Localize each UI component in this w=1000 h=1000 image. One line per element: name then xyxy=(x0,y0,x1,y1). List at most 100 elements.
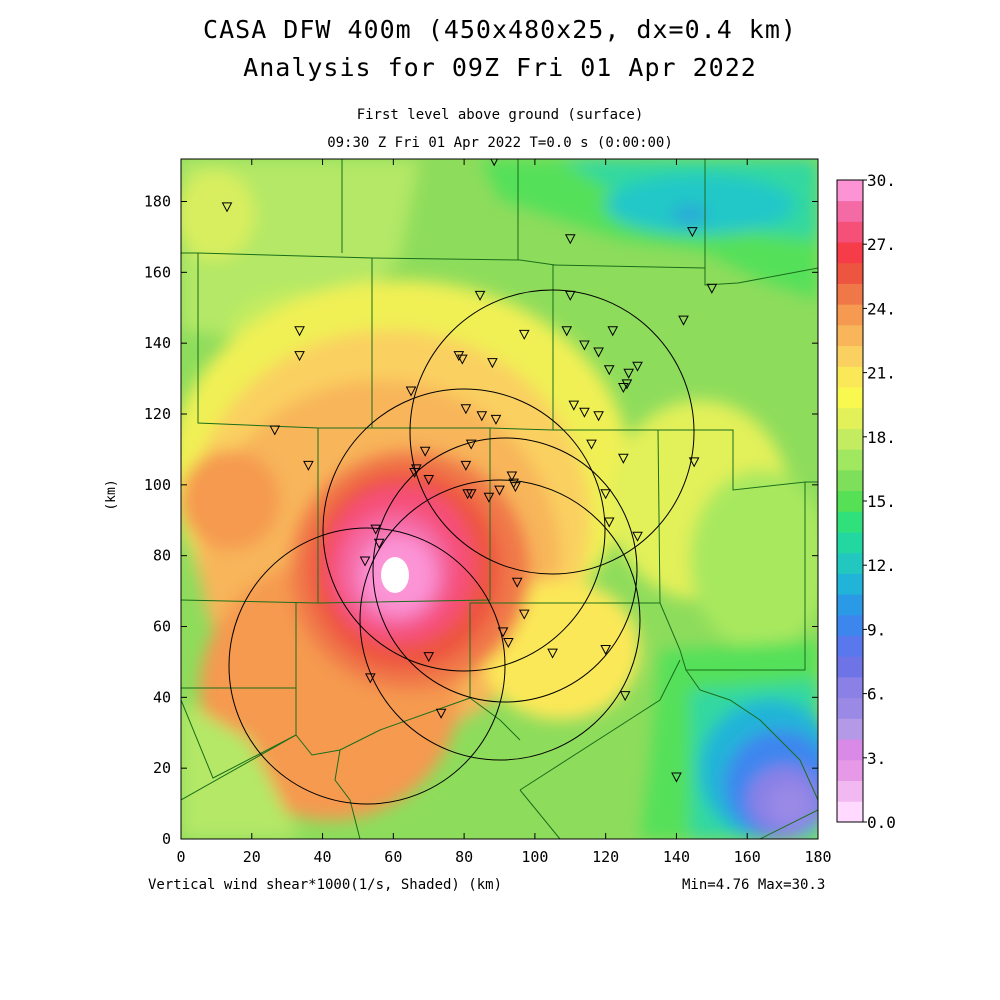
station-marker xyxy=(603,365,615,376)
station-marker xyxy=(453,351,465,362)
x-tick-label: 100 xyxy=(521,848,548,866)
station-marker xyxy=(365,673,376,684)
station-marker xyxy=(359,556,371,567)
colorbar-segment xyxy=(837,759,863,781)
y-tick-label: 100 xyxy=(144,476,171,494)
station-marker xyxy=(518,609,530,620)
y-tick-label: 140 xyxy=(144,334,171,352)
colorbar-segment xyxy=(837,801,863,823)
station-marker xyxy=(419,446,431,457)
colorbar-segment xyxy=(837,614,863,637)
x-tick-label: 160 xyxy=(734,848,761,866)
station-marker xyxy=(600,489,611,500)
station-marker xyxy=(618,382,629,394)
station-marker xyxy=(579,340,590,351)
colorbar-segment xyxy=(837,366,863,388)
y-tick-label: 0 xyxy=(162,830,171,848)
station-marker xyxy=(579,407,590,418)
colorbar-segment xyxy=(837,532,863,554)
x-tick-label: 60 xyxy=(384,848,402,866)
station-marker xyxy=(303,460,314,471)
station-marker xyxy=(632,361,643,372)
colorbar-segment xyxy=(837,656,863,678)
y-tick-label: 20 xyxy=(153,759,171,777)
station-marker xyxy=(490,414,502,425)
colorbar-segment xyxy=(837,718,863,740)
colorbar-label: 3. xyxy=(867,749,886,768)
colorbar-segment xyxy=(837,407,863,429)
colorbar-label: 15. xyxy=(867,492,896,511)
county-boundaries xyxy=(181,159,818,839)
colorbar-segment xyxy=(837,200,863,222)
colorbar-segment xyxy=(837,345,863,367)
colorbar-segment xyxy=(837,324,863,347)
station-marker xyxy=(409,467,420,479)
station-marker xyxy=(518,329,530,340)
station-marker xyxy=(688,457,700,468)
station-marker xyxy=(423,652,435,663)
station-marker xyxy=(603,517,615,528)
y-tick-label: 80 xyxy=(153,547,171,565)
x-tick-label: 180 xyxy=(804,848,831,866)
colorbar-segment xyxy=(837,635,863,657)
station-marker xyxy=(465,439,477,450)
station-marker xyxy=(465,489,477,500)
x-tick-label: 80 xyxy=(455,848,473,866)
station-marker xyxy=(423,475,435,486)
colorbar-segment xyxy=(837,387,863,409)
station-marker xyxy=(618,453,629,464)
station-markers xyxy=(221,159,718,783)
station-marker xyxy=(457,354,468,365)
colorbar-segment xyxy=(837,449,863,471)
station-marker xyxy=(586,439,597,450)
variable-label: Vertical wind shear*1000(1/s, Shaded) (k… xyxy=(148,877,503,893)
radar-range-rings xyxy=(228,289,695,805)
y-tick-label: 160 xyxy=(144,263,171,281)
chart-title-line2: Analysis for 09Z Fri 01 Apr 2022 xyxy=(243,53,757,82)
station-marker xyxy=(503,637,514,649)
colorbar-segment xyxy=(837,490,863,512)
colorbar-segment xyxy=(837,511,863,533)
colorbar: 30. 27. 24. 21. 18. 15. 12. 9. 6. 3. 0.0 xyxy=(836,171,896,832)
station-marker xyxy=(547,648,558,659)
time-label: 09:30 Z Fri 01 Apr 2022 T=0.0 s (0:00:00… xyxy=(327,135,673,151)
station-marker xyxy=(269,425,281,436)
station-marker xyxy=(294,326,305,337)
station-marker xyxy=(435,708,447,719)
station-marker xyxy=(511,577,523,588)
colorbar-label: 6. xyxy=(867,685,886,704)
station-marker xyxy=(687,227,698,238)
colorbar-label: 12. xyxy=(867,556,896,575)
colorbar-label: 18. xyxy=(867,428,896,447)
station-marker xyxy=(405,386,417,397)
colorbar-segment xyxy=(837,552,863,574)
x-axis: 0 20 40 60 80 100 120 140 160 180 xyxy=(176,159,832,866)
station-marker xyxy=(487,358,498,369)
y-tick-label: 40 xyxy=(153,688,171,706)
station-marker xyxy=(490,159,499,167)
station-marker xyxy=(494,485,505,496)
station-marker xyxy=(294,351,305,362)
station-marker xyxy=(568,400,580,411)
station-marker xyxy=(671,772,682,783)
colorbar-segment xyxy=(837,242,863,264)
colorbar-label: 30. xyxy=(867,171,896,190)
min-max-label: Min=4.76 Max=30.3 xyxy=(682,877,826,893)
x-tick-label: 0 xyxy=(176,848,185,866)
colorbar-segment xyxy=(837,780,863,802)
station-marker xyxy=(593,411,604,422)
station-marker xyxy=(706,283,718,294)
station-marker xyxy=(623,368,634,379)
colorbar-segment xyxy=(837,697,863,719)
colorbar-segment xyxy=(837,180,863,202)
colorbar-segment xyxy=(837,262,863,284)
station-marker xyxy=(370,524,381,535)
station-marker xyxy=(678,315,689,326)
station-marker xyxy=(600,645,611,656)
station-marker xyxy=(497,627,509,638)
colorbar-label: 24. xyxy=(867,299,896,318)
station-marker xyxy=(619,691,631,702)
station-marker xyxy=(474,290,486,301)
peak-marker xyxy=(381,557,409,593)
